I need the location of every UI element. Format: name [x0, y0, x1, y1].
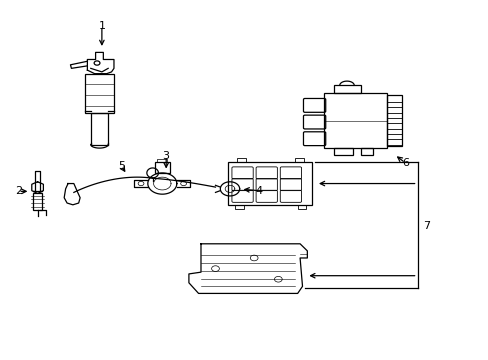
Text: 6: 6: [401, 158, 408, 168]
Bar: [91, 113, 108, 145]
Text: 7: 7: [422, 221, 429, 231]
Bar: [33, 193, 42, 210]
Bar: [297, 205, 306, 209]
Text: 3: 3: [163, 151, 169, 161]
Bar: [386, 95, 401, 146]
Text: 1: 1: [98, 21, 105, 31]
Bar: [333, 148, 352, 155]
Bar: [155, 162, 169, 173]
Text: 2: 2: [15, 186, 22, 196]
Bar: [227, 162, 311, 205]
Bar: [295, 158, 304, 162]
Text: 5: 5: [118, 161, 124, 171]
Bar: [333, 85, 360, 93]
Bar: [360, 148, 372, 155]
Text: 4: 4: [255, 186, 262, 195]
Bar: [237, 158, 245, 162]
Bar: [324, 93, 386, 148]
Bar: [85, 74, 114, 113]
Bar: [234, 205, 243, 209]
